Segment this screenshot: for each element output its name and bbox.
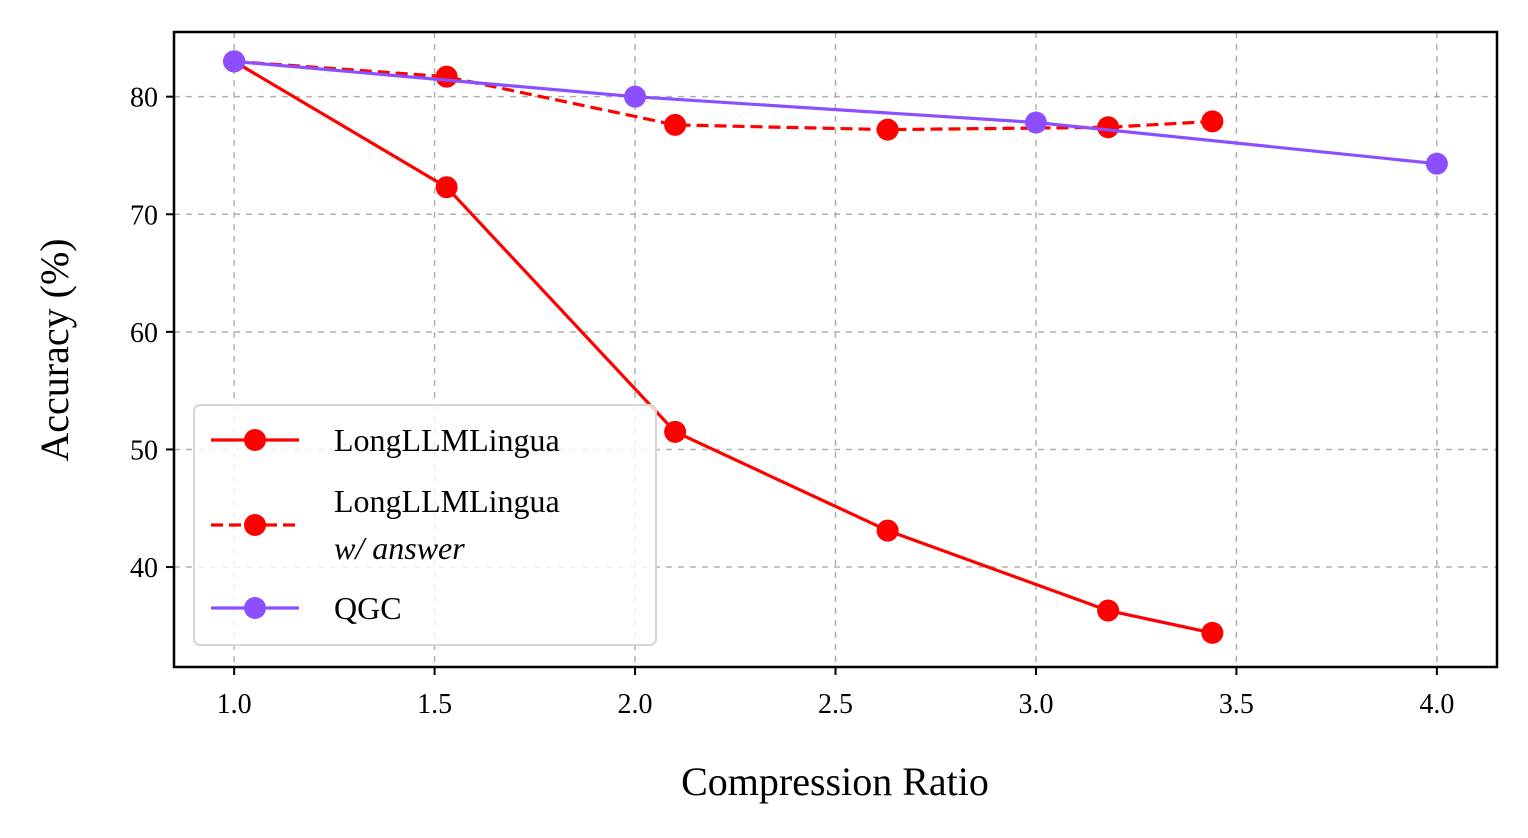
y-tick-label: 70 — [130, 200, 158, 231]
data-point — [1024, 111, 1047, 134]
legend-label-line2: w/ answer — [334, 530, 465, 566]
y-tick-label: 50 — [130, 435, 158, 466]
data-point — [1097, 116, 1120, 139]
data-point — [624, 85, 647, 108]
y-axis-title: Accuracy (%) — [32, 238, 77, 461]
data-point — [876, 118, 899, 141]
data-point — [664, 420, 687, 443]
legend-marker — [244, 514, 266, 536]
series-layer — [223, 50, 1448, 644]
legend-marker — [244, 429, 266, 451]
x-tick-label: 2.0 — [618, 689, 653, 720]
x-tick-label: 3.0 — [1018, 689, 1053, 720]
legend-label: QGC — [334, 590, 402, 626]
series-2 — [223, 50, 1448, 175]
legend-label: LongLLMLingua — [334, 422, 560, 458]
y-axis-ticks: 40 50 60 70 80 — [130, 83, 174, 584]
series-line — [233, 59, 1438, 166]
legend-label: LongLLMLingua — [334, 483, 560, 519]
x-tick-label: 1.5 — [417, 689, 452, 720]
data-point — [435, 176, 458, 199]
x-axis-ticks: 1.0 1.5 2.0 2.5 3.0 3.5 4.0 — [217, 667, 1454, 720]
x-tick-label: 3.5 — [1219, 689, 1254, 720]
data-point — [223, 50, 246, 73]
data-point — [435, 65, 458, 88]
x-tick-label: 1.0 — [217, 689, 252, 720]
legend-marker — [244, 597, 266, 619]
x-tick-label: 2.5 — [818, 689, 853, 720]
legend-item-0: LongLLMLingua — [211, 422, 560, 458]
data-point — [1097, 599, 1120, 622]
legend-item-1: LongLLMLingua w/ answer — [211, 483, 560, 566]
legend-item-2: QGC — [211, 590, 402, 626]
y-tick-label: 60 — [130, 318, 158, 349]
data-point — [1201, 110, 1224, 133]
x-tick-label: 4.0 — [1419, 689, 1454, 720]
data-point — [1425, 152, 1448, 175]
data-point — [876, 519, 899, 542]
y-tick-label: 80 — [130, 83, 158, 114]
y-tick-label: 40 — [130, 553, 158, 584]
series-line — [233, 60, 1213, 635]
legend-frame — [193, 404, 657, 646]
data-point — [1201, 621, 1224, 644]
legend: LongLLMLingua LongLLMLingua w/ answer QGC — [193, 404, 657, 646]
x-axis-title: Compression Ratio — [681, 759, 989, 804]
data-point — [664, 113, 687, 136]
